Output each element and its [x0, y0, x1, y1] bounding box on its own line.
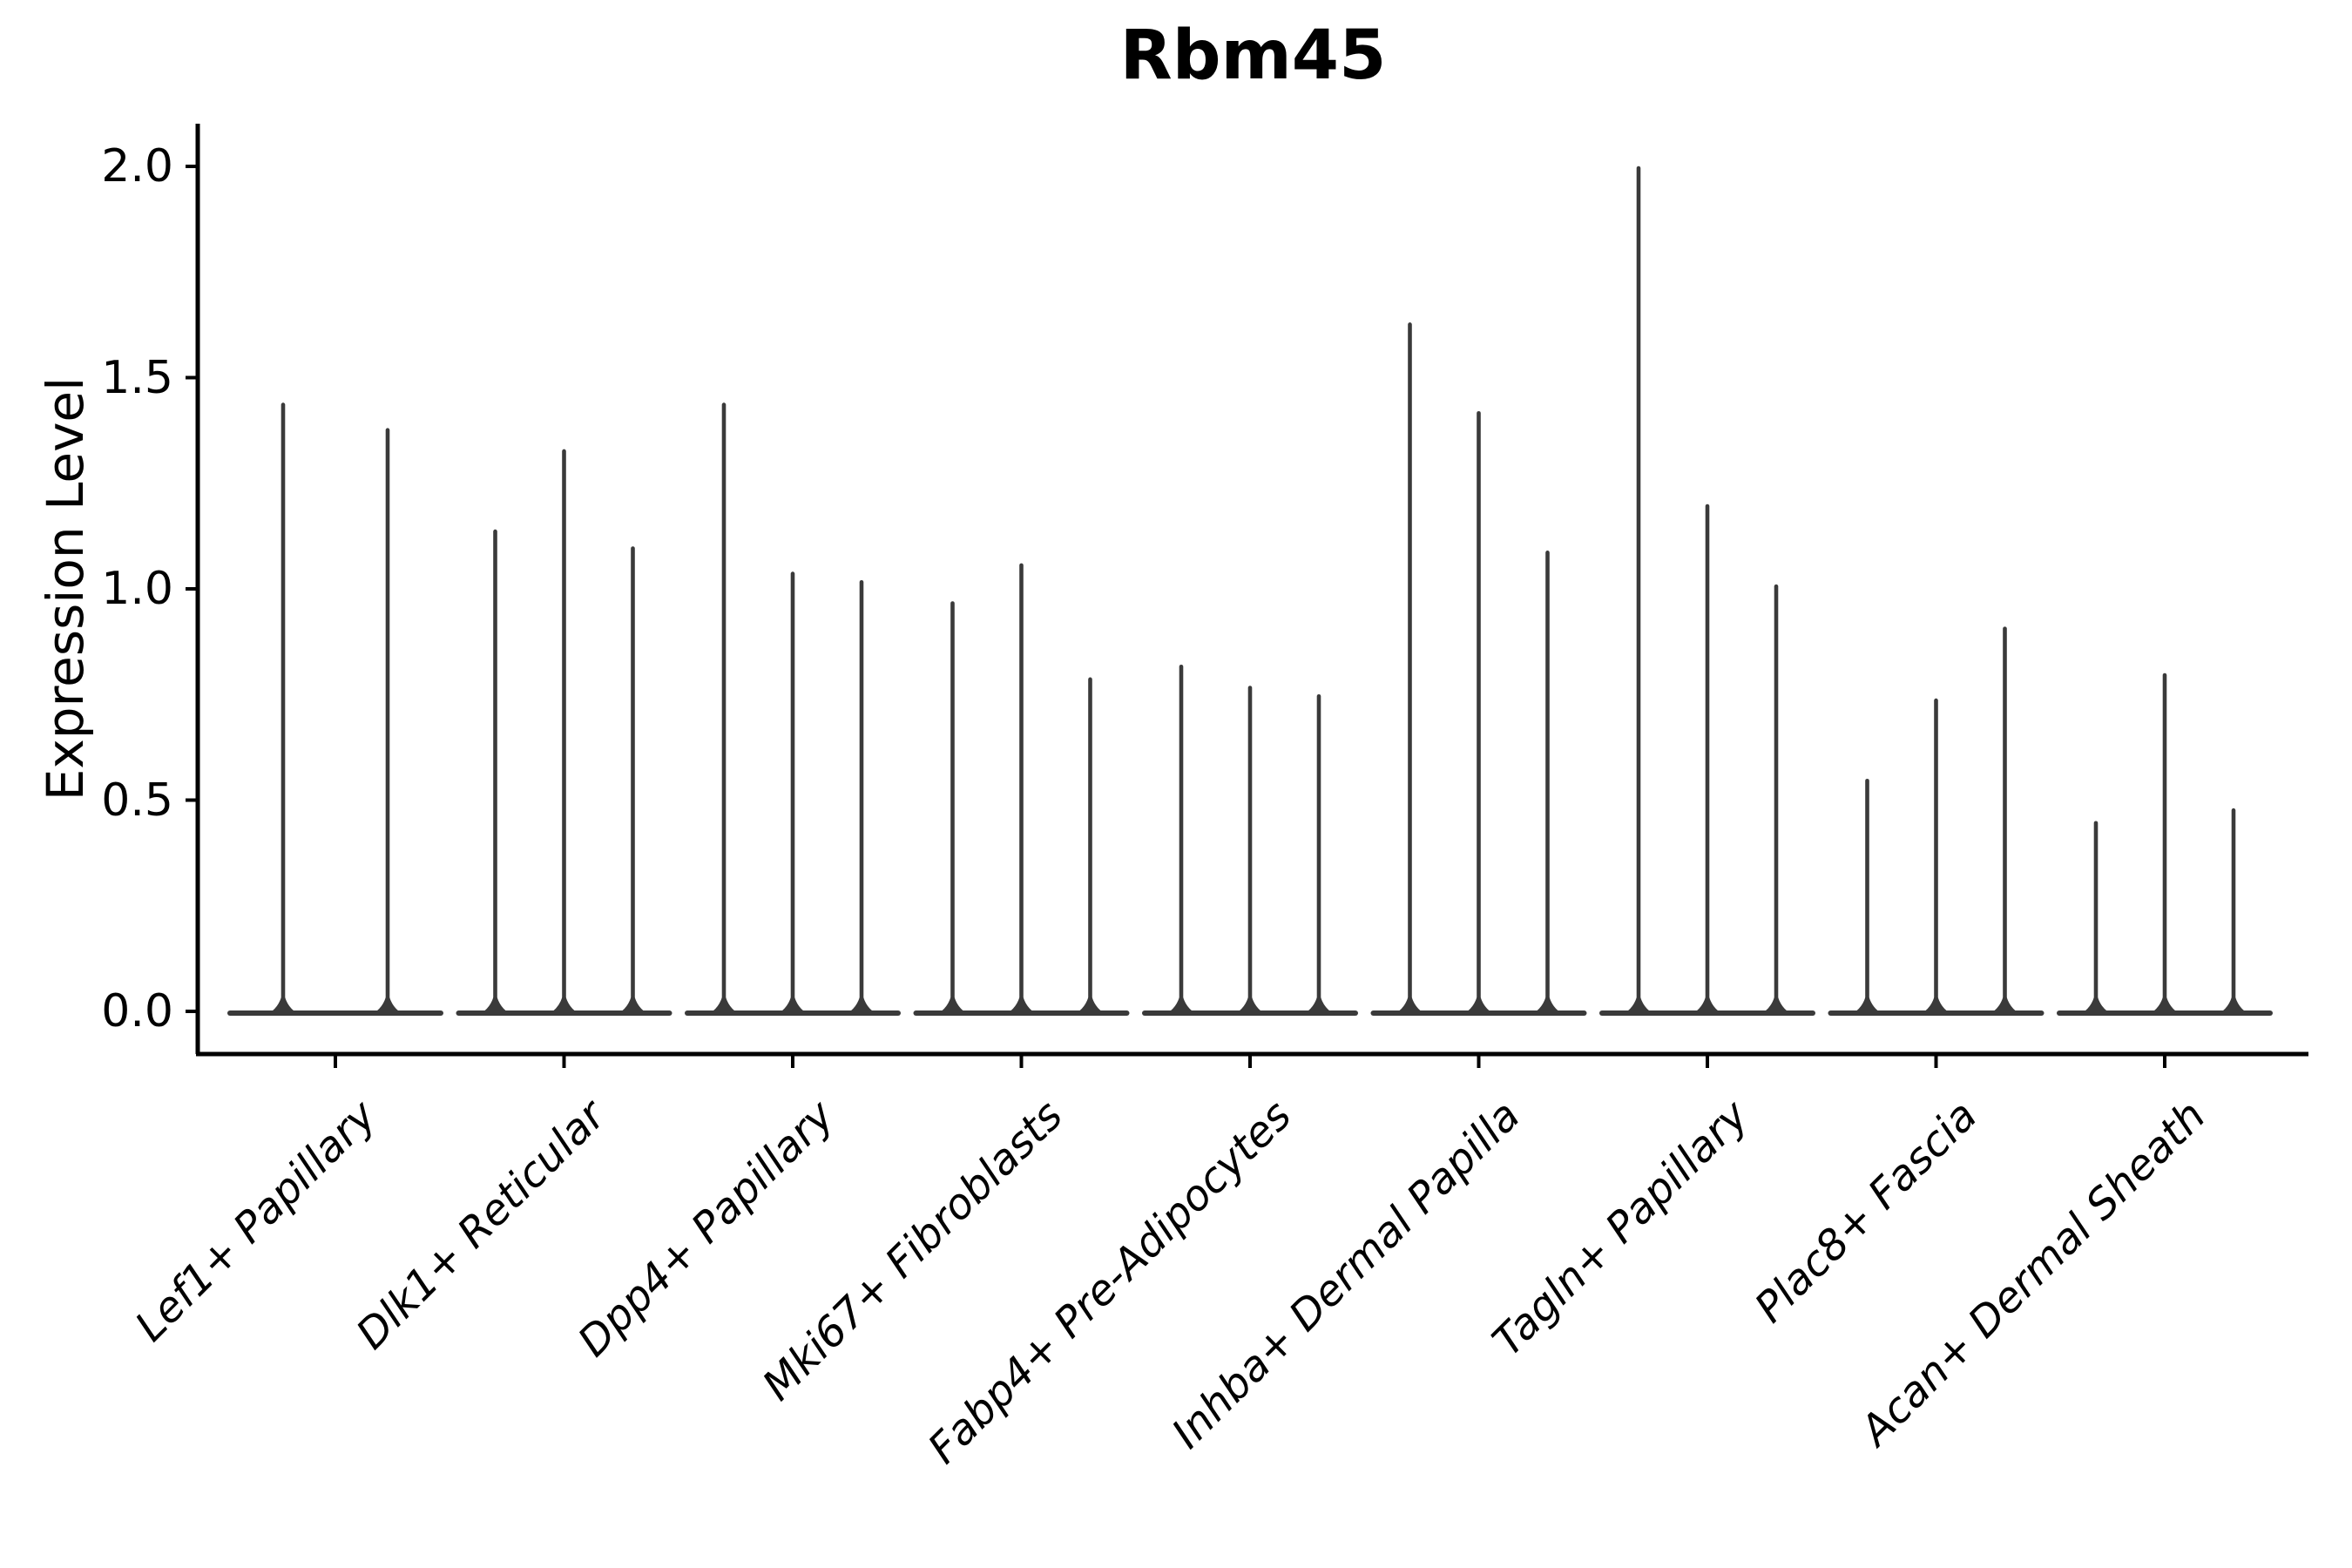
chart-title: Rbm45: [1119, 17, 1387, 95]
y-tick-label: 0.0: [101, 985, 173, 1037]
y-tick-label: 1.5: [101, 351, 173, 404]
y-tick-label: 2.0: [101, 140, 173, 193]
y-tick-label: 1.0: [101, 563, 173, 615]
y-tick-label: 0.5: [101, 774, 173, 827]
